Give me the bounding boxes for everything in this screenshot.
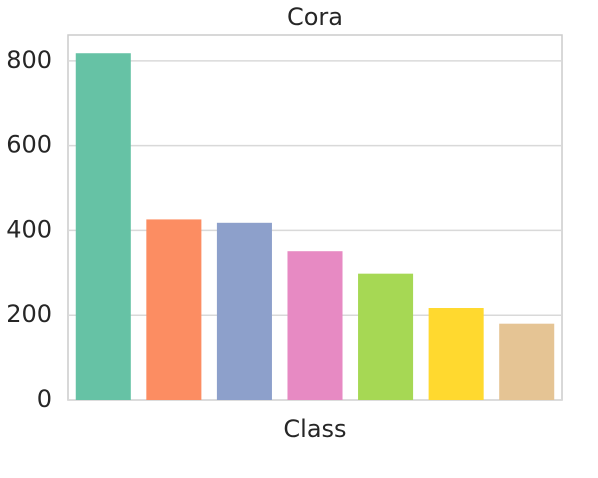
plot-area [68,53,562,401]
x-axis-label: Class [283,415,346,443]
y-tick-label: 0 [37,385,52,413]
y-tick-label: 600 [6,131,52,159]
bar [428,308,484,400]
bar [287,251,343,400]
chart-title: Cora [287,3,343,31]
bar [75,53,131,400]
bar [216,222,272,400]
y-tick-label: 400 [6,215,52,243]
bar [146,219,202,400]
y-tick-label: 200 [6,300,52,328]
y-tick-label: 800 [6,46,52,74]
bar [358,273,414,400]
bar [499,323,555,400]
